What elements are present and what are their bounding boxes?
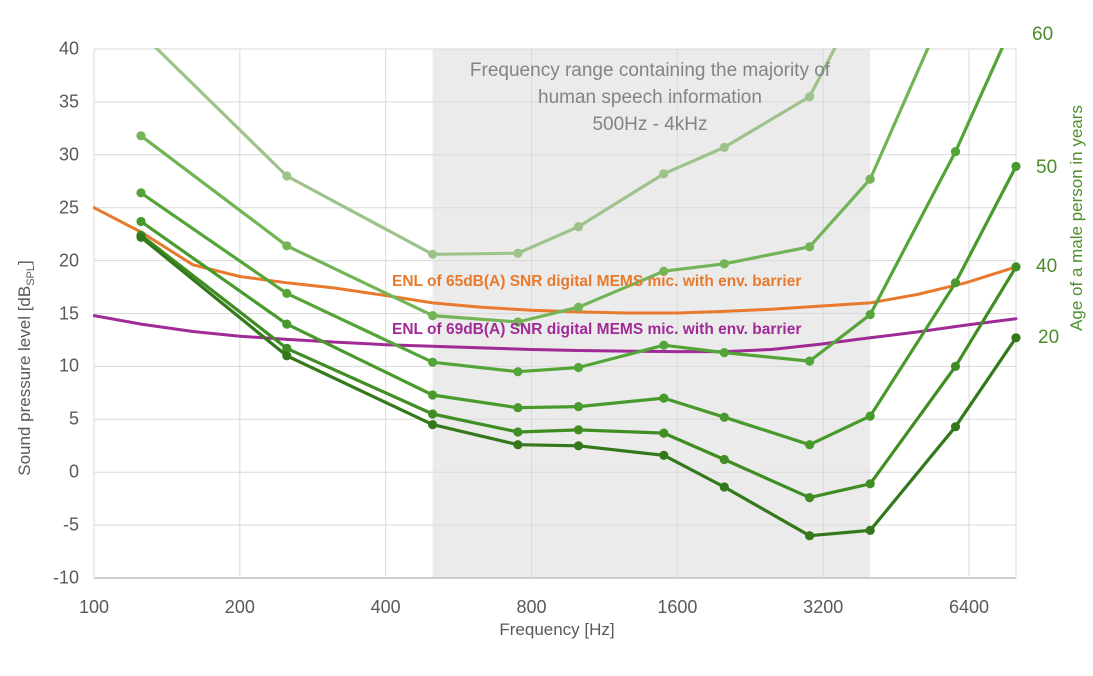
y-left-axis-title: Sound pressure level [dBSPL]: [15, 260, 37, 475]
marker-hearing-threshold-older-light: [513, 317, 523, 327]
marker-hearing-threshold-oldest-light: [513, 248, 523, 258]
marker-age-20: [659, 450, 669, 460]
y-tick-label: 35: [58, 91, 79, 112]
y-tick-label: -10: [52, 567, 79, 588]
x-tick-label: 1600: [657, 597, 698, 617]
age-end-label-20: 20: [1038, 327, 1060, 348]
marker-age-40: [865, 479, 875, 489]
marker-age-60: [659, 340, 669, 350]
marker-age-40: [1011, 262, 1021, 272]
marker-hearing-threshold-older-light: [659, 266, 669, 276]
marker-age-60: [719, 348, 729, 358]
marker-age-20: [513, 440, 523, 450]
y-tick-label: 0: [68, 461, 79, 482]
marker-age-60: [282, 288, 292, 298]
y-left-axis-title-subscript: SPL: [25, 264, 38, 286]
band-annotation-line1: Frequency range containing the majority …: [469, 60, 831, 81]
marker-age-50: [865, 411, 875, 421]
marker-hearing-threshold-older-light: [136, 131, 146, 141]
marker-hearing-threshold-oldest-light: [573, 222, 584, 232]
marker-age-60: [865, 310, 875, 320]
y-tick-label: 40: [58, 38, 79, 59]
marker-age-20: [136, 232, 146, 242]
x-tick-label: 200: [224, 597, 255, 617]
marker-age-20: [805, 531, 815, 541]
marker-age-50: [513, 403, 523, 413]
marker-age-20: [282, 351, 292, 361]
y-tick-label: 10: [58, 355, 79, 376]
marker-age-20: [1011, 333, 1021, 343]
y-tick-label: 5: [68, 408, 79, 429]
marker-hearing-threshold-oldest-light: [719, 142, 729, 152]
marker-age-40: [805, 493, 815, 503]
marker-hearing-threshold-oldest-light: [428, 249, 438, 259]
y-left-axis-title-bracket: ]: [14, 260, 34, 265]
marker-age-40: [513, 427, 523, 437]
marker-age-60: [573, 362, 584, 373]
marker-hearing-threshold-oldest-light: [659, 169, 669, 179]
band-annotation-line3: 500Hz - 4kHz: [592, 114, 708, 135]
marker-age-60: [136, 188, 146, 198]
mic65-enl-label: ENL of 65dB(A) SNR digital MEMS mic. wit…: [392, 273, 802, 290]
marker-hearing-threshold-oldest-light: [282, 171, 292, 181]
marker-age-40: [282, 343, 292, 353]
marker-age-50: [573, 402, 584, 412]
marker-age-20: [865, 525, 875, 536]
marker-age-50: [136, 216, 146, 227]
age-end-label-60: 60: [1032, 24, 1054, 45]
marker-age-50: [659, 393, 669, 403]
marker-age-40: [659, 428, 669, 438]
marker-age-50: [805, 440, 815, 450]
marker-hearing-threshold-older-light: [805, 242, 815, 252]
y-tick-label: 25: [58, 197, 79, 218]
marker-age-40: [950, 361, 961, 371]
curve-mic-enl-69dBA: [93, 314, 1018, 354]
x-tick-label: 800: [516, 597, 547, 617]
marker-age-50: [950, 278, 961, 288]
y-tick-label: 15: [58, 303, 79, 323]
y-left-axis-title-text: Sound pressure level [dB: [14, 285, 34, 476]
marker-hearing-threshold-older-light: [719, 259, 729, 269]
age-end-label-50: 50: [1036, 157, 1058, 178]
curve-mic-enl-65dBA: [93, 206, 1018, 315]
marker-hearing-threshold-older-light: [573, 302, 584, 312]
marker-hearing-threshold-older-light: [282, 241, 292, 251]
y-tick-label: 30: [58, 144, 79, 165]
marker-age-20: [428, 420, 438, 430]
marker-age-60: [950, 147, 961, 157]
marker-age-50: [282, 319, 292, 329]
curve-hearing-threshold-older-light: [139, 48, 930, 324]
marker-age-20: [719, 482, 729, 492]
marker-age-50: [719, 412, 729, 422]
y-tick-label: 20: [58, 250, 79, 271]
marker-age-50: [1011, 161, 1021, 171]
y-right-axis-title: Age of a male person in years: [1067, 105, 1086, 331]
marker-age-60: [513, 367, 523, 377]
marker-hearing-threshold-oldest-light: [805, 92, 815, 102]
x-tick-label: 3200: [803, 597, 844, 617]
age-end-label-40: 40: [1036, 256, 1058, 277]
marker-age-60: [805, 356, 815, 366]
x-tick-label: 6400: [949, 597, 990, 617]
mic69-enl-label: ENL of 69dB(A) SNR digital MEMS mic. wit…: [392, 321, 802, 338]
marker-age-40: [719, 454, 729, 465]
marker-age-40: [573, 425, 584, 435]
band-annotation-line2: human speech information: [538, 87, 762, 108]
x-axis-title: Frequency [Hz]: [499, 620, 615, 639]
x-tick-label: 400: [370, 597, 401, 617]
marker-age-60: [428, 357, 438, 367]
band-annotation: Frequency range containing the majority …: [470, 57, 830, 138]
y-tick-label: -5: [62, 514, 79, 535]
marker-age-20: [573, 441, 584, 451]
marker-hearing-threshold-older-light: [865, 174, 875, 184]
marker-hearing-threshold-older-light: [428, 311, 438, 321]
x-tick-label: 100: [78, 597, 110, 617]
marker-age-50: [428, 390, 438, 400]
marker-age-20: [950, 422, 961, 432]
marker-age-40: [428, 409, 438, 419]
